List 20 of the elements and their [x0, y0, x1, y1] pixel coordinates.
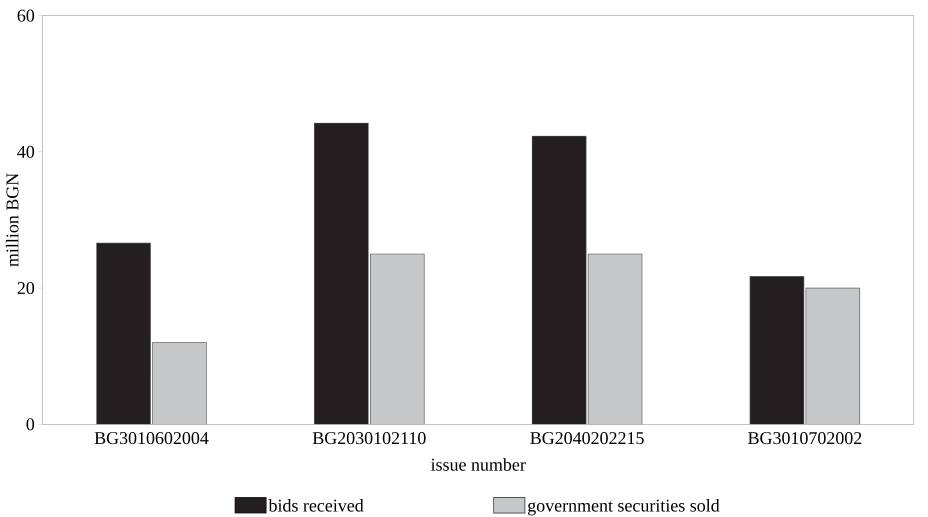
bar: [750, 276, 804, 425]
x-axis-title: issue number: [430, 458, 526, 471]
bar: [806, 288, 860, 425]
y-tick-label: 0: [26, 418, 34, 431]
x-tick-label: BG3010602004: [94, 432, 209, 444]
bar: [96, 243, 151, 425]
bar: [532, 136, 586, 425]
legend-label: bids received: [268, 499, 364, 512]
y-tick-label: 20: [18, 282, 34, 294]
bar: [314, 123, 369, 425]
x-tick-label: BG2040202215: [530, 432, 644, 444]
x-tick-label: BG2030102110: [312, 432, 426, 444]
y-tick-label: 60: [18, 10, 34, 22]
y-tick-label: 40: [17, 146, 34, 158]
bar: [588, 254, 642, 425]
bar: [152, 342, 207, 425]
y-axis-title: million BGN: [6, 173, 18, 267]
legend-label: government securities sold: [528, 499, 720, 516]
x-tick-label: BG3010702002: [748, 432, 862, 444]
bar: [370, 254, 425, 425]
